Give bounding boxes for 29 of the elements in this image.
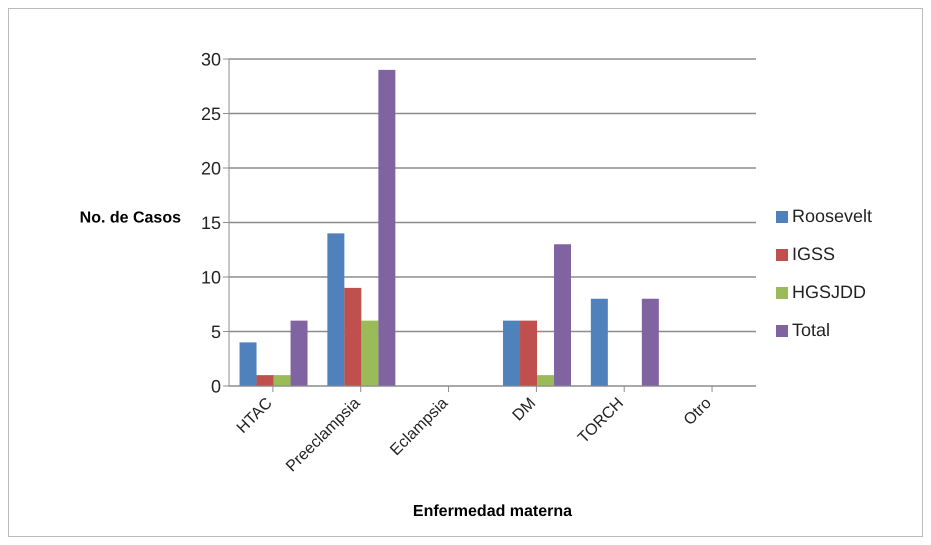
bar <box>274 375 291 386</box>
bar <box>361 320 378 386</box>
bar <box>642 298 659 386</box>
bar <box>327 233 344 386</box>
y-tick-label: 10 <box>200 267 221 288</box>
y-tick-label: 15 <box>200 212 221 233</box>
legend-label: IGSS <box>792 244 835 264</box>
y-tick-label: 5 <box>210 322 221 342</box>
y-tick-label: 20 <box>200 158 221 178</box>
bar <box>590 298 608 386</box>
bar <box>256 375 274 386</box>
bar <box>554 244 572 386</box>
legend-label: Roosevelt <box>792 206 872 226</box>
bar <box>290 320 308 386</box>
bar <box>520 320 538 386</box>
bar <box>503 320 520 386</box>
x-axis-title: Enfermedad materna <box>412 503 572 520</box>
y-tick-label: 0 <box>210 376 221 396</box>
x-tick-label: DM <box>510 394 540 424</box>
bar <box>537 375 554 386</box>
bar <box>344 288 362 386</box>
legend-label: Total <box>792 320 830 340</box>
y-tick-label: 30 <box>200 49 221 70</box>
bar <box>378 70 396 386</box>
legend-label: HGSJDD <box>792 282 866 302</box>
y-tick-label: 25 <box>200 104 221 124</box>
bar <box>240 342 257 386</box>
x-tick-label: Otro <box>680 394 715 429</box>
y-axis-title: No. de Casos <box>80 210 182 226</box>
